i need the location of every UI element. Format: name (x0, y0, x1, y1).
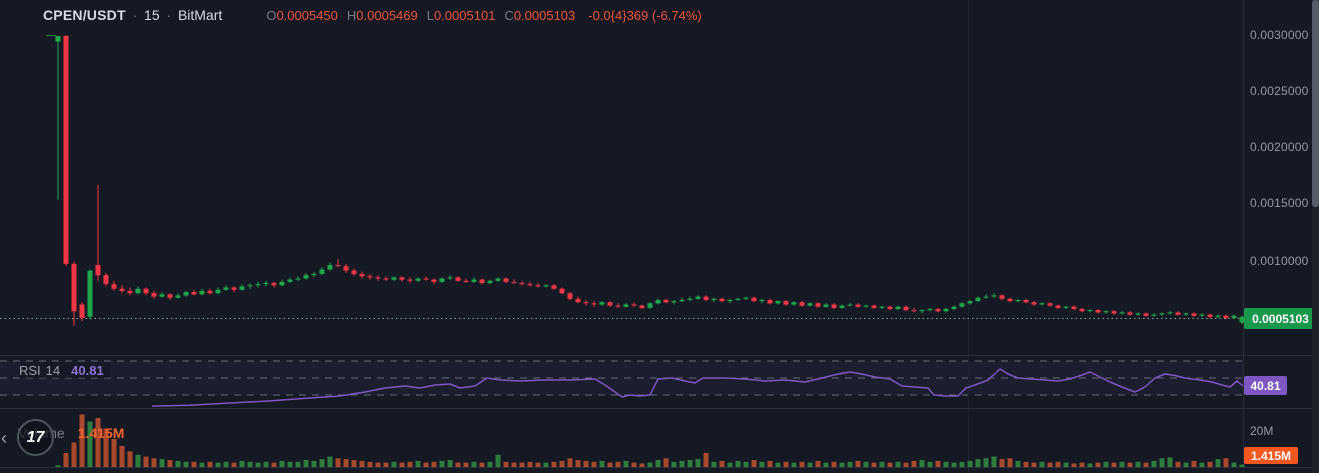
price-axis-label: 0.0025000 (1250, 84, 1309, 98)
scrollbar-thumb[interactable] (1312, 0, 1319, 207)
interval-label[interactable]: 15 (144, 7, 160, 23)
rsi-current-value: 40.81 (71, 362, 104, 378)
rsi-length: 14 (45, 362, 61, 378)
symbol-title[interactable]: CPEN/USDT (43, 7, 126, 23)
rsi-value-badge: 40.81 (1244, 376, 1287, 395)
price-axis-label: 0.0020000 (1250, 140, 1309, 154)
volume-value-badge: 1.415M (1244, 447, 1298, 464)
legend-separator: · (132, 7, 138, 23)
current-price-badge: 0.0005103 (1244, 308, 1317, 329)
low-value: L0.0005101 (426, 7, 496, 23)
scrollbar-track (1312, 0, 1319, 473)
chevron-left-icon[interactable]: ‹ (1, 428, 7, 448)
rsi-legend[interactable]: RSI 14 40.81 (19, 362, 110, 378)
price-change: -0.0{4}369 (-6.74%) (588, 7, 702, 23)
exchange-label[interactable]: BitMart (177, 7, 223, 23)
volume-axis-label: 20M (1250, 424, 1274, 438)
legend-separator: · (166, 7, 171, 23)
notification-bubble[interactable]: 17 (17, 419, 54, 456)
ohlc-values: O0.0005450 H0.0005469 L0.0005101 C0.0005… (266, 8, 584, 23)
rsi-title: RSI (19, 362, 41, 378)
price-axis-label: 0.0010000 (1250, 254, 1309, 268)
open-value: O0.0005450 (266, 7, 338, 23)
price-axis-label: 0.0030000 (1250, 28, 1309, 42)
price-axis-label: 0.0015000 (1250, 196, 1309, 210)
chart-legend: CPEN/USDT · 15 · BitMart O0.0005450 H0.0… (43, 6, 702, 24)
high-value: H0.0005469 (346, 7, 418, 23)
close-value: C0.0005103 (504, 7, 576, 23)
volume-current-value: 1.415M (77, 425, 125, 441)
